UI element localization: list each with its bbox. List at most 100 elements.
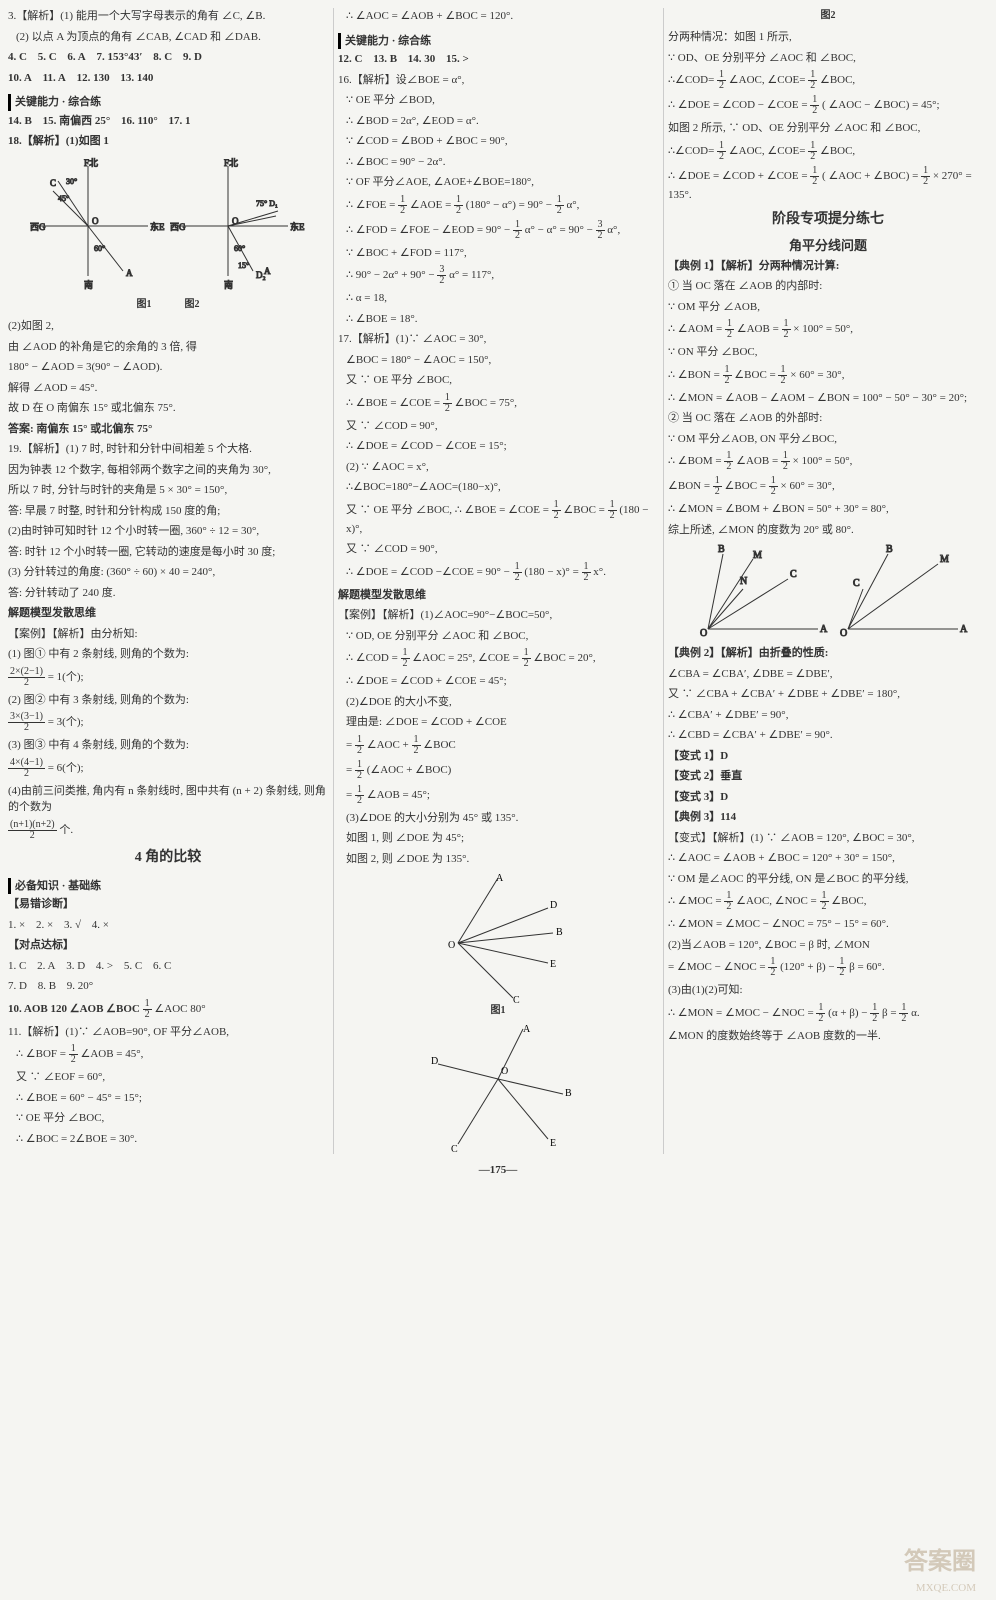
p17-10c: − x)° = <box>547 566 581 578</box>
t2: 2. A <box>37 960 55 972</box>
svg-text:75° D₁: 75° D₁ <box>256 199 278 208</box>
c2a: ∴ ∠COD = <box>346 652 401 664</box>
svg-text:C: C <box>513 995 520 1003</box>
p17-3a: ∴ ∠BOE = ∠COE = <box>346 397 443 409</box>
c1-p19-4: 答: 早晨 7 时整, 时针和分针构成 150 度的角; <box>8 503 328 520</box>
ans-15: 15. 南偏西 25° <box>43 115 111 127</box>
p16-9a: ∴ 90° − 2α° + 90° − <box>346 269 437 281</box>
t6: 6. C <box>153 960 171 972</box>
c1-p11-2: ∴ ∠BOF = 12 ∠AOB = 45°, <box>8 1044 328 1065</box>
ans-9: 9. D <box>183 51 202 63</box>
svg-text:A: A <box>264 266 271 276</box>
ans-13b: 13. B <box>373 53 397 65</box>
c2-p17-6: (2) ∵ ∠AOC = x°, <box>338 459 658 476</box>
heading-4: 4 角的比较 <box>8 847 328 868</box>
c3-p6: ∴ ∠DOE = ∠COD + ∠COE = 12 ( ∠AOC + ∠BOC)… <box>668 166 988 204</box>
svg-text:南: 南 <box>84 279 93 290</box>
c1-p18-4: 180° − ∠AOD = 3(90° − ∠AOD). <box>8 359 328 376</box>
p2b: ∠AOC, ∠COE= <box>729 74 806 86</box>
c2-p17-7: ∴∠BOC=180°−∠AOC=(180−x)°, <box>338 479 658 496</box>
svg-text:C: C <box>50 178 56 188</box>
d1-3: ∴ ∠AOM = 12 ∠AOB = 12 × 100° = 50°, <box>668 319 988 340</box>
ans-12: 12. 130 <box>77 72 110 84</box>
c6a: = <box>346 739 355 751</box>
c1-p19-3: 所以 7 时, 分针与时针的夹角是 5 × 30° = 150°, <box>8 482 328 499</box>
ans-17: 17. 1 <box>169 115 191 127</box>
angle-diagram-1-icon: O A D B E C <box>428 873 568 1003</box>
c7b: (∠AOC + ∠BOC) <box>367 764 452 776</box>
c1-p19-5: (2)由时钟可知时针 12 个小时转一圈, 360° ÷ 12 = 30°, <box>8 523 328 540</box>
d2: 【典例 2】【解析】由折叠的性质: <box>668 645 988 662</box>
c1-p19: 19.【解析】(1) 7 时, 时针和分针中间相差 5 个大格. <box>8 441 328 458</box>
vx3c: ∠BOC, <box>831 895 866 907</box>
svg-text:O: O <box>501 1066 508 1077</box>
p2c: ∠BOC, <box>820 74 855 86</box>
c1-p19-8: 答: 分针转动了 240 度. <box>8 585 328 602</box>
vx5b: = ∠MOC − ∠NOC = 12 (120° + β) − 12 β = 6… <box>668 957 988 978</box>
c2-p16-3: ∵ ∠COD = ∠BOD + ∠BOC = 90°, <box>338 133 658 150</box>
svg-text:D: D <box>550 900 557 911</box>
svg-text:N: N <box>740 576 747 587</box>
c1-p18: 18.【解析】(1)如图 1 <box>8 133 328 150</box>
svg-text:东E: 东E <box>290 221 305 232</box>
c2-c4: (2)∠DOE 的大小不变, <box>338 694 658 711</box>
d1-12: 综上所述, ∠MON 的度数为 20° 或 80°. <box>668 522 988 539</box>
vx6: (3)由(1)(2)可知: <box>668 982 988 999</box>
vx5a: = ∠MOC − ∠NOC = <box>668 961 768 973</box>
c1-row10-13: 10. A 11. A 12. 130 13. 140 <box>8 70 328 87</box>
svg-text:O: O <box>92 216 99 226</box>
svg-text:B: B <box>556 927 563 938</box>
c2-p16-7: ∴ ∠FOD = ∠FOE − ∠EOD = 90° − 12 α° − α° … <box>338 220 658 241</box>
c2-p16-6: ∴ ∠FOE = 12 ∠AOE = 12 (180° − α°) = 90° … <box>338 195 658 216</box>
ans-10: 10. A <box>8 72 32 84</box>
c2-p16: 16.【解析】设∠BOE = α°, <box>338 72 658 89</box>
c2-p16-4: ∴ ∠BOC = 90° − 2α°. <box>338 154 658 171</box>
p10a-text: 10. AOB 120 ∠AOB ∠BOC <box>8 1003 143 1015</box>
ans-7: 7. 153°43′ <box>97 51 143 63</box>
svg-text:C: C <box>790 569 797 580</box>
c2-p17-8: 又 ∵ OE 平分 ∠BOC, ∴ ∠BOE = ∠COE = 12 ∠BOC … <box>338 500 658 538</box>
err-hdr: 【易错诊断】 <box>8 896 328 913</box>
d1-10a: ∠BON = <box>668 480 713 492</box>
d1-11: ∴ ∠MON = ∠BOM + ∠BON = 50° + 30° = 80°, <box>668 501 988 518</box>
vx7a: ∴ ∠MON = ∠MOC − ∠NOC = <box>668 1007 816 1019</box>
d1-5a: ∴ ∠BON = <box>668 369 723 381</box>
vx5c: β <box>849 961 855 973</box>
ans-12b: 12. C <box>338 53 362 65</box>
c2-c8: = 12 ∠AOB = 45°; <box>338 785 658 806</box>
c2-p17-9: 又 ∵ ∠COD = 90°, <box>338 541 658 558</box>
c2-p16-10: ∴ α = 18, <box>338 290 658 307</box>
p16-6a: ∴ ∠FOE = <box>346 199 398 211</box>
case4: (4)由前三问类推, 角内有 n 条射线时, 图中共有 (n + 2) 条射线,… <box>8 783 328 816</box>
c1-p3b: (2) 以点 A 为顶点的角有 ∠CAB, ∠CAD 和 ∠DAB. <box>8 29 328 46</box>
c1-p11: 11.【解析】(1)∵ ∠AOB=90°, OF 平分∠AOB, <box>8 1024 328 1041</box>
c1-p19-6: 答: 时针 12 个小时转一圈, 它转动的速度是每小时 30 度; <box>8 544 328 561</box>
vx5bb: (120° + β) − <box>780 961 837 973</box>
c2c: ∠BOC = 20°, <box>533 652 595 664</box>
c1-p18-2: (2)如图 2, <box>8 318 328 335</box>
c3-p5: ∴∠COD= 12 ∠AOC, ∠COE= 12 ∠BOC, <box>668 141 988 162</box>
svg-text:A: A <box>496 873 504 884</box>
watermark-text: 答案圈 <box>904 1544 976 1580</box>
d1-6: ∴ ∠MON = ∠AOB − ∠AOM − ∠BON = 100° − 50°… <box>668 390 988 407</box>
case3: (3) 图③ 中有 4 条射线, 则角的个数为: <box>8 737 328 754</box>
p5b: ∠AOC, ∠COE= <box>729 145 806 157</box>
c3-p1: ∵ OD、OE 分别平分 ∠AOC 和 ∠BOC, <box>668 50 988 67</box>
ans-14b: 14. 30 <box>408 53 436 65</box>
c1-p19-2: 因为钟表 12 个数字, 每相邻两个数字之间的夹角为 30°, <box>8 462 328 479</box>
c6c: ∠BOC <box>423 739 455 751</box>
compass-diagram-icon: F北 东E 西G 南 C45° 30° O 60° A F北 东E 西G 南 7… <box>28 156 308 296</box>
p16-9b: α° = 117°, <box>449 269 494 281</box>
c2-p16-8: ∵ ∠BOC + ∠FOD = 117°, <box>338 245 658 262</box>
c1-p18-7: 答案: 南偏东 15° 或北偏东 75° <box>8 421 328 438</box>
c1-p18-3: 由 ∠AOD 的补角是它的余角的 3 倍, 得 <box>8 339 328 356</box>
svg-text:C: C <box>451 1144 458 1154</box>
t7: 7. D <box>8 980 27 992</box>
section-key-ability: 关键能力 · 综合练 <box>8 94 101 111</box>
t8: 8. B <box>38 980 56 992</box>
case-hdr: 【案例】【解析】由分析知: <box>8 626 328 643</box>
c2-c5: 理由是: ∠DOE = ∠COD + ∠COE <box>338 714 658 731</box>
section-key-ability-2: 关键能力 · 综合练 <box>338 33 431 50</box>
svg-text:60°: 60° <box>94 244 105 253</box>
stage-subheading: 角平分线问题 <box>668 236 988 256</box>
